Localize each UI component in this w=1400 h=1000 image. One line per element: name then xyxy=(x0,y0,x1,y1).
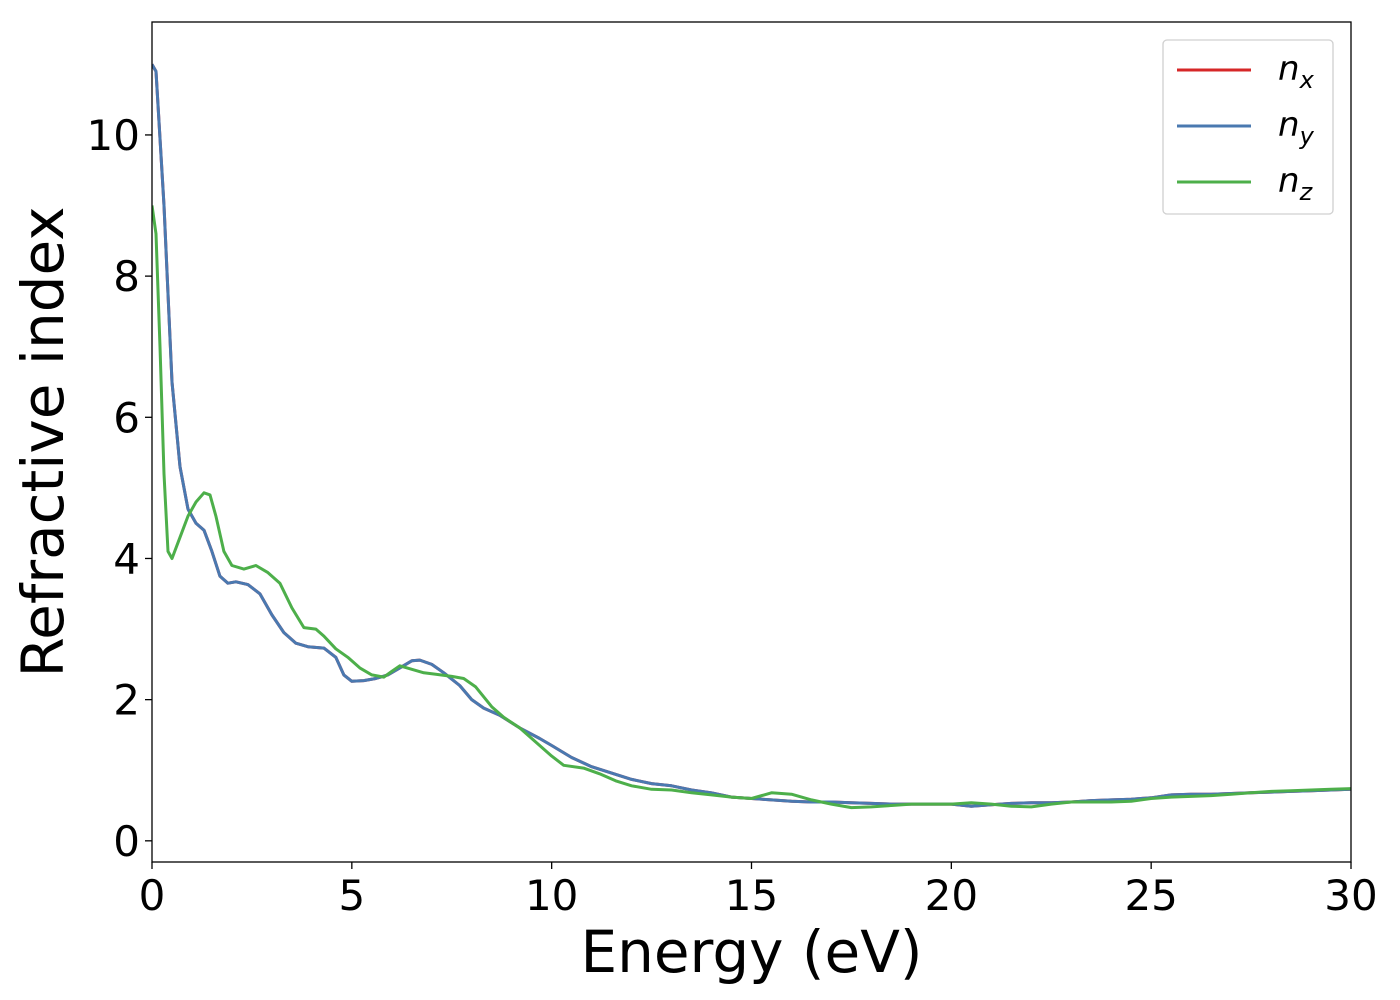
series-line-y xyxy=(152,63,1351,808)
legend: nx ny nz xyxy=(1162,39,1334,215)
y-tick-label: 2 xyxy=(113,676,140,725)
x-axis-ticks: 0 5 10 15 20 25 30 xyxy=(139,862,1378,920)
x-tick-label: 15 xyxy=(725,871,778,920)
legend-label-z: nz xyxy=(1278,161,1314,206)
y-tick-label: 0 xyxy=(113,817,140,866)
y-tick-label: 8 xyxy=(113,252,140,301)
x-tick-label: 0 xyxy=(139,871,166,920)
y-axis-title: Refractive index xyxy=(9,206,77,677)
x-tick-label: 30 xyxy=(1324,871,1377,920)
x-tick-label: 20 xyxy=(925,871,978,920)
y-axis-ticks: 0 2 4 6 8 10 xyxy=(87,111,152,866)
x-tick-label: 10 xyxy=(525,871,578,920)
x-axis-title: Energy (eV) xyxy=(580,918,922,986)
y-tick-label: 10 xyxy=(87,111,140,160)
legend-label-x: nx xyxy=(1278,49,1315,94)
series-line-z xyxy=(152,205,1351,810)
x-tick-label: 5 xyxy=(338,871,365,920)
legend-label-y: ny xyxy=(1278,105,1315,150)
y-tick-label: 6 xyxy=(113,393,140,442)
y-tick-label: 4 xyxy=(113,534,140,583)
series-layer xyxy=(152,63,1351,810)
x-tick-label: 25 xyxy=(1124,871,1177,920)
